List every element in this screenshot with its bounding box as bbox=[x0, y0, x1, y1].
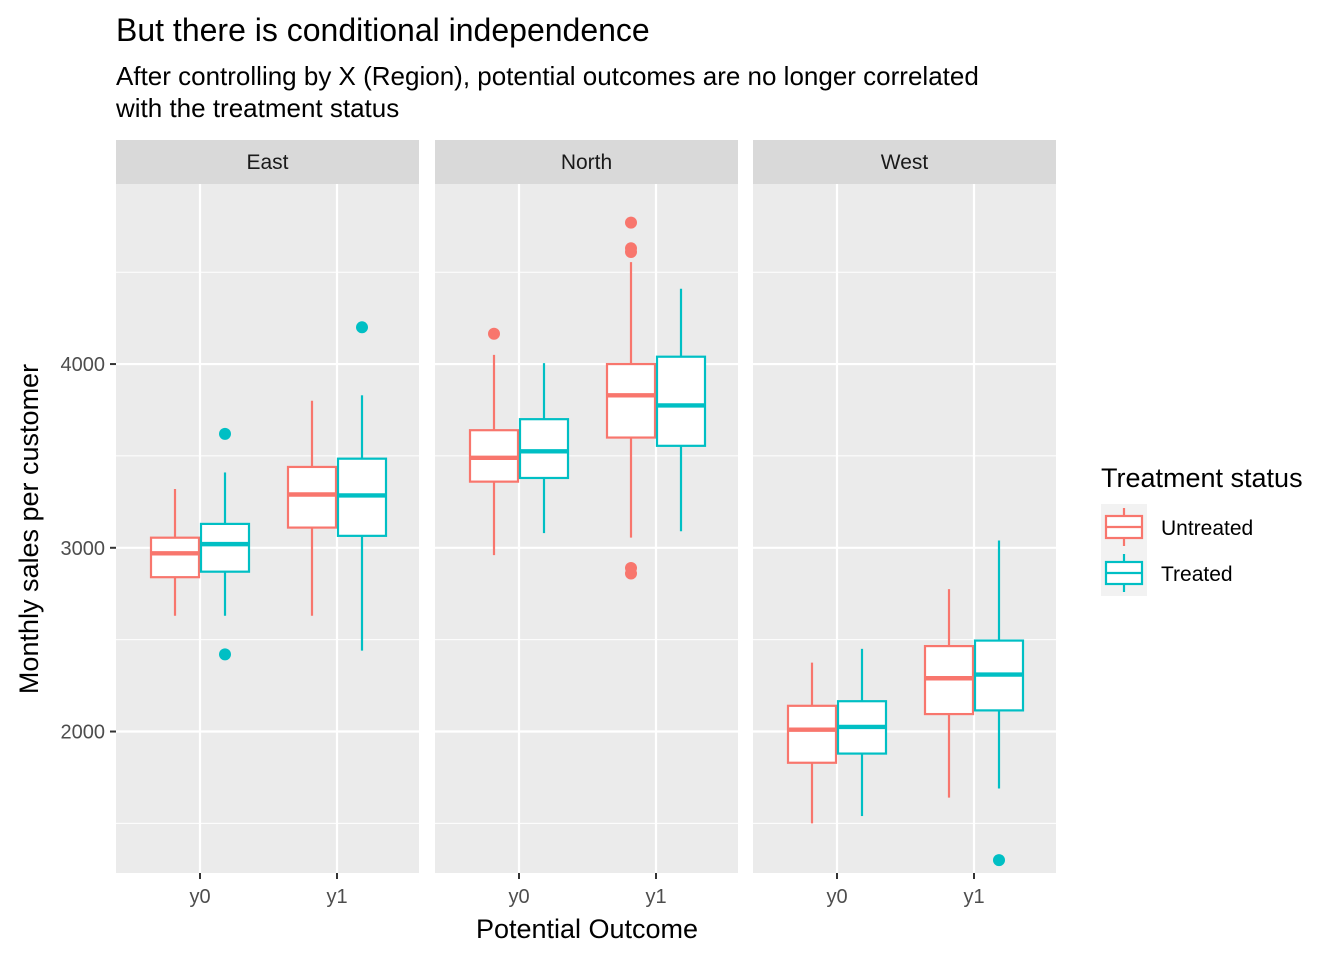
legend-key-untreated: Untreated bbox=[1101, 504, 1253, 550]
box-y1-treated bbox=[655, 288, 707, 532]
facet-north: North y0 y1 bbox=[435, 140, 738, 908]
box-iqr bbox=[605, 362, 657, 439]
chart-title: But there is conditional independence bbox=[116, 12, 650, 48]
box-y0-treated bbox=[199, 427, 251, 661]
facet-east: East y0 y1 bbox=[116, 140, 419, 908]
x-tick-label: y1 bbox=[326, 886, 347, 908]
y-tick-label: 3000 bbox=[61, 538, 106, 560]
outlier-point bbox=[993, 854, 1005, 867]
box-iqr bbox=[655, 355, 707, 447]
box-y1-untreated bbox=[605, 216, 657, 580]
facet-west: West y0 y1 bbox=[753, 140, 1056, 908]
box-y1-untreated bbox=[286, 400, 338, 616]
box-y0-treated bbox=[518, 363, 570, 534]
box-y0-untreated bbox=[468, 327, 520, 556]
chart-subtitle-line-1: After controlling by X (Region), potenti… bbox=[116, 61, 979, 91]
x-tick-label: y1 bbox=[645, 886, 666, 908]
legend-title: Treatment status bbox=[1101, 463, 1303, 493]
y-tick-label: 4000 bbox=[61, 354, 106, 376]
box-iqr bbox=[149, 536, 201, 579]
x-tick-label: y1 bbox=[963, 886, 984, 908]
facet-strip bbox=[116, 140, 419, 184]
box-y0-treated bbox=[836, 648, 888, 817]
facet-strip bbox=[435, 140, 738, 184]
box-y1-treated bbox=[973, 540, 1025, 867]
facet-strip-label: East bbox=[246, 151, 288, 174]
facet-strip-label: North bbox=[561, 151, 612, 174]
x-tick-label: y0 bbox=[508, 886, 529, 908]
y-axis-title: Monthly sales per customer bbox=[14, 364, 44, 694]
box-y1-treated bbox=[336, 321, 388, 651]
y-tick-label: 2000 bbox=[61, 722, 106, 744]
box-y1-untreated bbox=[923, 589, 975, 798]
outlier-point bbox=[625, 245, 637, 258]
outlier-point bbox=[356, 321, 368, 334]
outlier-point bbox=[625, 567, 637, 580]
chart-subtitle-line-2: with the treatment status bbox=[115, 93, 399, 123]
outlier-point bbox=[219, 648, 231, 661]
box-iqr bbox=[786, 704, 838, 764]
panel-background bbox=[435, 184, 738, 873]
facet-strip-label: West bbox=[881, 151, 929, 174]
x-tick-label: y0 bbox=[826, 886, 847, 908]
legend-label-untreated: Untreated bbox=[1161, 517, 1253, 540]
box-iqr bbox=[518, 418, 570, 480]
outlier-point bbox=[488, 327, 500, 340]
legend: Treatment status Untreated Treated bbox=[1101, 463, 1303, 596]
box-y0-untreated bbox=[149, 488, 201, 616]
outlier-point bbox=[625, 216, 637, 229]
box-y0-untreated bbox=[786, 662, 838, 824]
x-axis-title: Potential Outcome bbox=[476, 914, 698, 944]
legend-label-treated: Treated bbox=[1161, 563, 1233, 586]
legend-key-treated: Treated bbox=[1101, 550, 1233, 596]
box-iqr bbox=[286, 465, 338, 529]
facet-panels: East y0 y1 North y0 y1 West y0 y1 bbox=[116, 140, 1056, 908]
facet-strip bbox=[753, 140, 1056, 184]
y-axis: 2000 3000 4000 bbox=[61, 354, 116, 744]
outlier-point bbox=[219, 427, 231, 440]
x-tick-label: y0 bbox=[189, 886, 210, 908]
box-iqr bbox=[199, 522, 251, 573]
panel-background bbox=[753, 184, 1056, 873]
